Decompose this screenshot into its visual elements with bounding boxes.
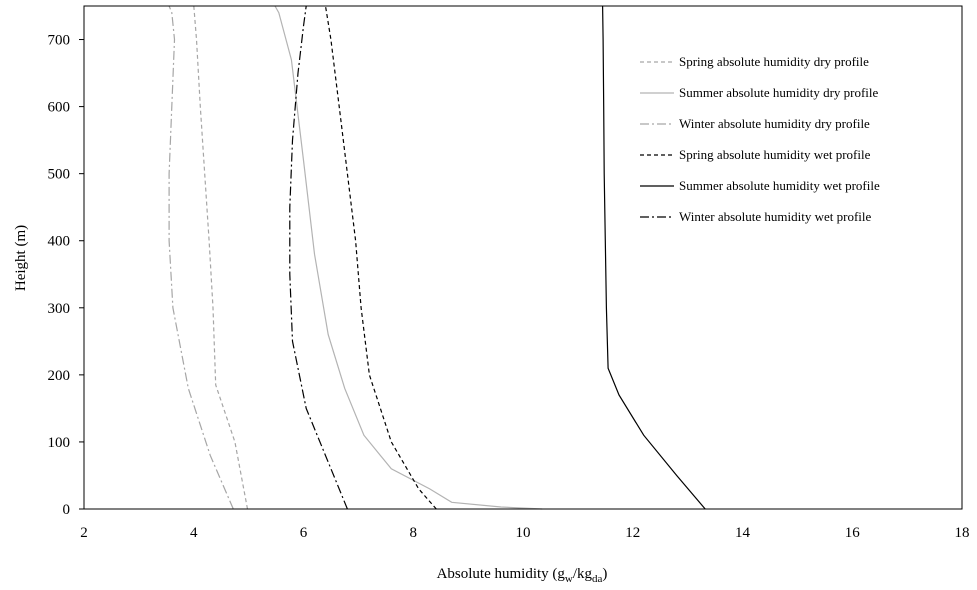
x-tick-label: 12: [625, 525, 640, 541]
series-line-2: [274, 5, 543, 510]
legend-label-5: Summer absolute humidity wet profile: [679, 178, 880, 193]
legend-label-2: Summer absolute humidity dry profile: [679, 85, 879, 100]
x-tick-label: 14: [735, 525, 751, 541]
x-tick-label: 6: [300, 525, 308, 541]
series-line-6: [289, 5, 348, 510]
x-tick-label: 16: [845, 525, 861, 541]
y-tick-label: 200: [48, 368, 71, 384]
series-line-1: [193, 5, 249, 510]
legend-label-3: Winter absolute humidity dry profile: [679, 116, 870, 131]
series-line-3: [168, 5, 234, 510]
y-tick-label: 400: [48, 234, 71, 250]
series-line-5: [602, 5, 706, 510]
axes: [83, 5, 963, 510]
y-tick-label: 700: [48, 33, 71, 49]
y-tick-label: 600: [48, 100, 71, 116]
plot-area-frame: [83, 5, 963, 510]
y-tick-label: 0: [63, 502, 71, 518]
legend: Spring absolute humidity dry profile Summ…: [640, 54, 880, 224]
y-tick-label: 100: [48, 435, 71, 451]
x-axis-title: Absolute humidity (gw/kgda): [437, 566, 608, 585]
x-tick-label: 18: [955, 525, 970, 541]
y-tick-label: 300: [48, 301, 71, 317]
legend-label-6: Winter absolute humidity wet profile: [679, 209, 871, 224]
y-tick-label: 500: [48, 167, 71, 183]
legend-label-1: Spring absolute humidity dry profile: [679, 54, 869, 69]
x-tick-label: 10: [516, 525, 531, 541]
x-tick-label: 8: [410, 525, 418, 541]
series-lines: [168, 5, 706, 510]
x-tick-label: 4: [190, 525, 198, 541]
legend-label-4: Spring absolute humidity wet profile: [679, 147, 871, 162]
x-tick-label: 2: [80, 525, 88, 541]
y-axis-title: Height (m): [13, 225, 29, 291]
y-axis-ticks: 0 100 200 300 400 500 600 700: [48, 33, 84, 518]
series-line-4: [324, 5, 437, 510]
x-axis-ticks: 2 4 6 8 10 12 14 16 18: [80, 525, 969, 541]
